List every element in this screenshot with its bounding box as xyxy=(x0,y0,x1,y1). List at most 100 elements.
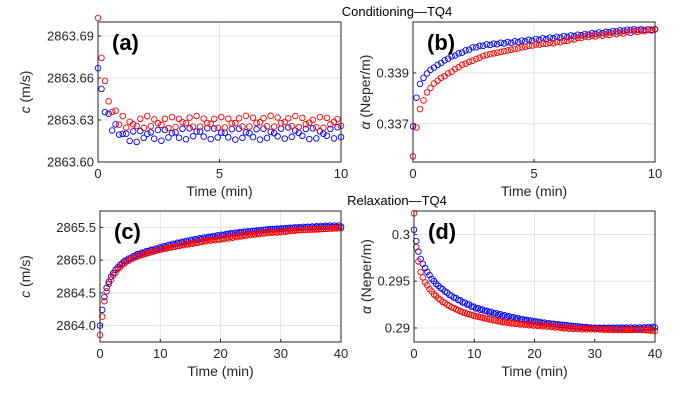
data-point xyxy=(121,260,128,267)
data-point xyxy=(539,40,547,47)
data-point xyxy=(490,317,497,324)
data-point xyxy=(108,108,116,116)
data-point xyxy=(284,115,292,122)
data-point xyxy=(126,137,133,145)
panel-c: 0 10 20 30 40 2864.0 2864.5 2865.0 2865.5 Time (m… xyxy=(17,210,348,379)
data-point xyxy=(249,114,257,121)
x-axis-label: Time (min) xyxy=(501,183,567,199)
data-point xyxy=(94,14,102,22)
data-point xyxy=(599,29,606,37)
data-point xyxy=(115,131,123,138)
data-point xyxy=(101,293,108,301)
data-point xyxy=(187,240,194,247)
data-point xyxy=(161,115,169,123)
data-point xyxy=(160,245,168,252)
x-tick-label: 20 xyxy=(527,346,541,361)
data-point xyxy=(623,28,631,36)
data-point xyxy=(543,35,550,43)
data-point xyxy=(432,280,440,288)
data-point xyxy=(599,32,606,39)
data-point xyxy=(328,225,336,232)
data-point xyxy=(235,115,243,122)
data-point xyxy=(306,226,314,233)
data-point xyxy=(479,42,487,50)
data-point xyxy=(103,288,110,295)
data-point xyxy=(560,37,568,45)
data-point xyxy=(263,122,271,130)
data-point xyxy=(630,28,638,35)
x-tick-label: 0 xyxy=(94,166,101,181)
data-point xyxy=(514,45,522,52)
data-point xyxy=(532,41,540,48)
data-point xyxy=(636,326,643,334)
panel-d: 0 10 20 30 40 0.29 0.295 0.3 Time (min) α (Neper/… xyxy=(358,210,662,379)
data-point xyxy=(638,326,645,334)
data-point xyxy=(511,38,518,45)
data-point xyxy=(200,133,207,140)
data-point xyxy=(620,326,628,333)
data-point xyxy=(486,41,494,49)
data-point xyxy=(105,98,112,105)
data-point xyxy=(218,113,225,121)
data-point xyxy=(133,138,140,146)
data-point xyxy=(288,133,295,141)
data-point xyxy=(648,27,655,34)
data-point xyxy=(477,306,484,314)
data-point xyxy=(507,46,515,54)
data-point xyxy=(331,225,338,232)
data-point xyxy=(246,129,253,137)
x-tick-label: 30 xyxy=(588,346,602,361)
data-point xyxy=(182,240,190,248)
data-point xyxy=(320,225,327,233)
data-point xyxy=(98,54,105,62)
data-point xyxy=(469,57,476,64)
data-point xyxy=(417,268,424,276)
data-point xyxy=(634,28,641,36)
data-point xyxy=(172,123,179,131)
data-point xyxy=(311,226,318,233)
data-point xyxy=(322,225,329,233)
data-point xyxy=(609,30,617,37)
data-point xyxy=(574,34,582,42)
data-point xyxy=(625,326,632,334)
data-point xyxy=(165,244,172,251)
data-point xyxy=(129,121,137,128)
data-point xyxy=(493,49,501,56)
data-point xyxy=(437,74,445,82)
data-point xyxy=(300,226,307,234)
y-tick-label: 2864.5 xyxy=(56,285,96,300)
data-point xyxy=(140,124,148,132)
data-point xyxy=(465,46,473,53)
data-point xyxy=(497,39,504,47)
data-point xyxy=(588,32,596,40)
data-point xyxy=(600,326,608,333)
data-point xyxy=(571,36,578,43)
data-point xyxy=(191,239,199,246)
data-point xyxy=(327,125,334,133)
relaxation-title: Relaxation—TQ4 xyxy=(347,193,447,208)
x-tick-label: 5 xyxy=(530,166,537,181)
data-point xyxy=(253,119,260,127)
data-point xyxy=(293,226,301,234)
data-point xyxy=(302,125,310,133)
data-point xyxy=(210,115,218,123)
data-point xyxy=(309,116,317,124)
data-point xyxy=(165,134,172,141)
y-tick-label: 0.337 xyxy=(376,116,409,131)
data-point xyxy=(284,124,292,131)
data-point xyxy=(620,30,627,37)
data-point xyxy=(335,224,343,232)
data-point xyxy=(214,124,221,132)
data-point xyxy=(578,34,585,42)
data-point xyxy=(585,33,592,41)
data-point xyxy=(225,115,232,123)
data-point xyxy=(280,228,287,235)
data-point xyxy=(465,58,473,66)
data-point xyxy=(119,112,126,120)
data-point xyxy=(316,113,324,121)
data-point xyxy=(239,134,246,142)
data-point xyxy=(196,238,203,245)
x-axis-label: Time (min) xyxy=(187,363,253,379)
data-point xyxy=(101,108,109,116)
